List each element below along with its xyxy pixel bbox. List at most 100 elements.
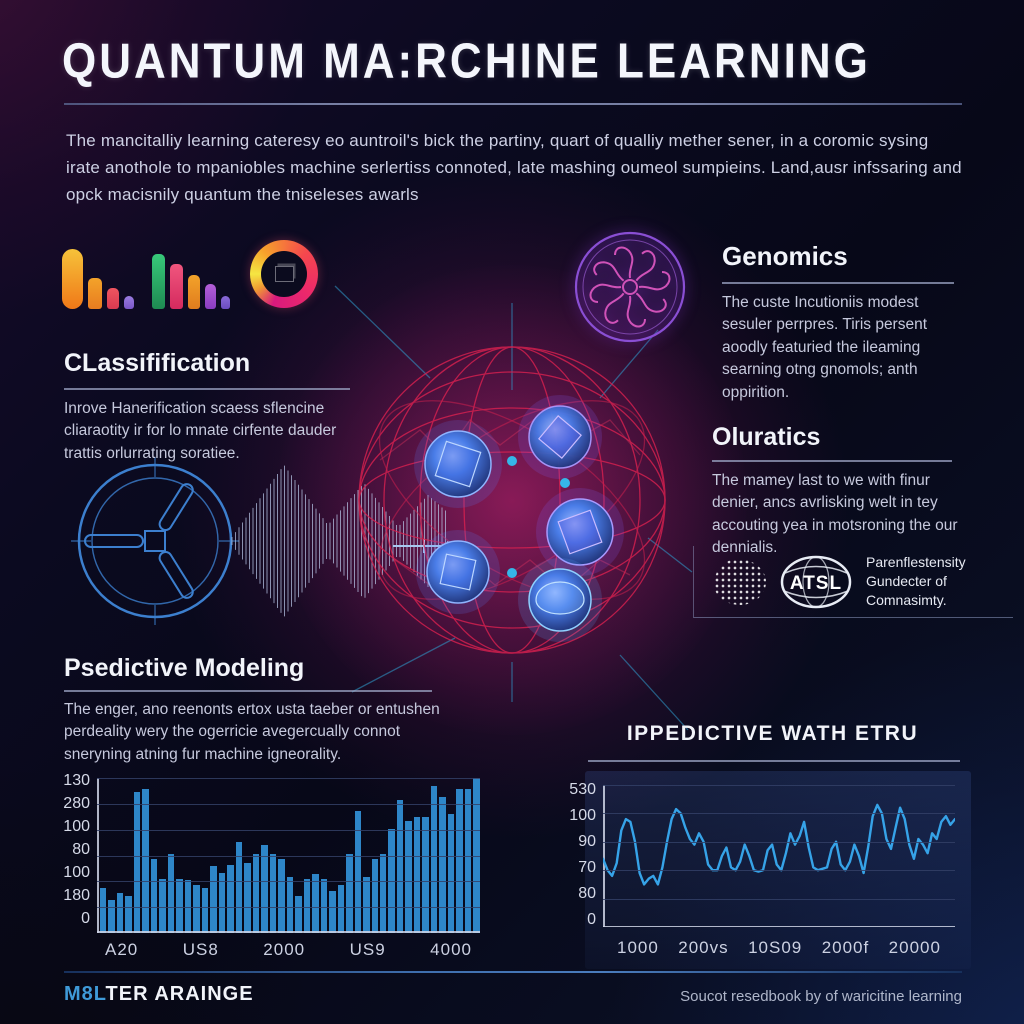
bar — [439, 796, 446, 933]
title-divider — [64, 103, 962, 105]
bar — [244, 863, 251, 933]
bar — [193, 884, 200, 933]
x-axis-line — [603, 925, 955, 927]
gridline — [603, 813, 955, 815]
y-tick-label: 70 — [578, 859, 596, 876]
predictive-body: The enger, ano reenonts ertox usta taebe… — [64, 701, 440, 763]
node — [518, 558, 602, 642]
gridline — [97, 881, 480, 883]
bar-chart-y-axis: 130 280 100 80 100 180 0 — [46, 772, 90, 928]
y-tick-label: 80 — [72, 841, 90, 858]
icon-bar — [88, 278, 102, 309]
y-axis-line — [603, 785, 605, 927]
brain-icon — [714, 558, 766, 605]
bar — [100, 888, 107, 933]
classification-body: Inrove Hanerification scaess sflencine c… — [64, 400, 337, 462]
line-series — [603, 803, 955, 886]
bar — [430, 785, 438, 933]
x-tick-label: 200vs — [678, 938, 729, 957]
bar — [286, 877, 294, 933]
bar — [159, 878, 166, 933]
line-chart-title: IPPEDICTIVE WATH ETRU — [626, 722, 919, 745]
gridline — [603, 870, 955, 872]
bar — [184, 880, 192, 933]
atsl-globe-icon: ATSL — [780, 555, 852, 608]
node — [416, 530, 500, 614]
y-tick-label: 100 — [569, 807, 596, 824]
y-tick-label: 100 — [63, 818, 90, 835]
gridline — [603, 841, 955, 843]
bar — [227, 864, 234, 933]
oluratics-divider — [712, 460, 952, 462]
genomics-body: The custe Incutioniis modest sesuler per… — [722, 294, 928, 401]
bar — [320, 878, 328, 933]
bar — [125, 895, 132, 933]
bar — [422, 816, 429, 933]
brand-prefix: M8L — [64, 983, 106, 1005]
icon-bar — [188, 275, 200, 309]
y-tick-label: 80 — [578, 885, 596, 902]
line-chart-panel — [585, 771, 971, 969]
footer-source: Soucot resedbook by of waricitine learni… — [680, 988, 962, 1005]
icon-bar — [221, 296, 230, 309]
x-tick-label: 4000 — [430, 940, 472, 959]
bar — [363, 877, 370, 933]
x-tick-label: 1000 — [617, 938, 659, 957]
y-tick-label: 90 — [578, 833, 596, 850]
line-chart-y-axis: 530 100 90 70 80 0 — [556, 781, 596, 929]
bar — [278, 858, 285, 933]
bar — [167, 853, 175, 933]
brand-suffix: TER ARAINGE — [105, 983, 254, 1005]
gridline — [97, 778, 480, 779]
x-tick-label: 10S09 — [748, 938, 803, 957]
gridline — [97, 803, 480, 805]
bar — [354, 810, 362, 933]
bar — [447, 813, 455, 933]
atsl-panel: ATSL Parenflestensity Gundecter of Comna… — [693, 546, 1013, 618]
y-tick-label: 0 — [81, 910, 90, 927]
icon-bar — [170, 264, 183, 309]
y-tick-label: 130 — [63, 772, 90, 789]
predictive-divider — [64, 690, 432, 692]
bar — [218, 872, 226, 933]
bar-chart-icon — [152, 252, 230, 309]
atsl-badge-text: ATSL — [790, 573, 842, 594]
genomics-icon — [574, 231, 686, 343]
intro-paragraph: The mancitalliy learning cateresy eo aun… — [66, 131, 962, 204]
bar — [150, 858, 158, 933]
quantum-sphere-graphic — [358, 346, 666, 654]
icon-bar — [62, 249, 83, 309]
bar — [142, 788, 149, 933]
page-title: QUANTUM MA:RCHINE LEARNING — [62, 34, 871, 89]
bar — [396, 799, 404, 933]
icon-bar — [152, 254, 165, 309]
bar — [116, 892, 124, 933]
oluratics-body: The mamey last to we with finur denier, … — [712, 472, 958, 557]
bar — [388, 829, 395, 933]
bar — [201, 888, 209, 933]
y-tick-label: 280 — [63, 795, 90, 812]
line-chart-plot — [603, 785, 955, 927]
classification-wheel-icon — [71, 457, 239, 625]
bar-chart-icon — [62, 247, 134, 309]
classification-heading: CLassifification — [64, 349, 251, 377]
oluratics-heading: Oluratics — [712, 423, 821, 451]
icon-bar — [124, 296, 134, 309]
cube-icon — [274, 266, 294, 282]
footer-brand: M8LTER ARAINGE — [64, 983, 254, 1006]
x-tick-label: 20000 — [888, 938, 941, 957]
classification-divider — [64, 388, 350, 390]
x-tick-label: 2000f — [821, 938, 870, 957]
bar — [269, 853, 277, 933]
icon-bar — [205, 284, 216, 309]
sphere-nodes — [414, 395, 624, 642]
bar — [133, 791, 141, 933]
bar — [456, 788, 463, 933]
bar — [303, 878, 311, 933]
gridline — [97, 855, 480, 857]
x-tick-label: US8 — [182, 940, 219, 959]
genomics-divider — [722, 282, 954, 284]
icon-bar — [107, 288, 119, 309]
bar — [261, 844, 268, 933]
